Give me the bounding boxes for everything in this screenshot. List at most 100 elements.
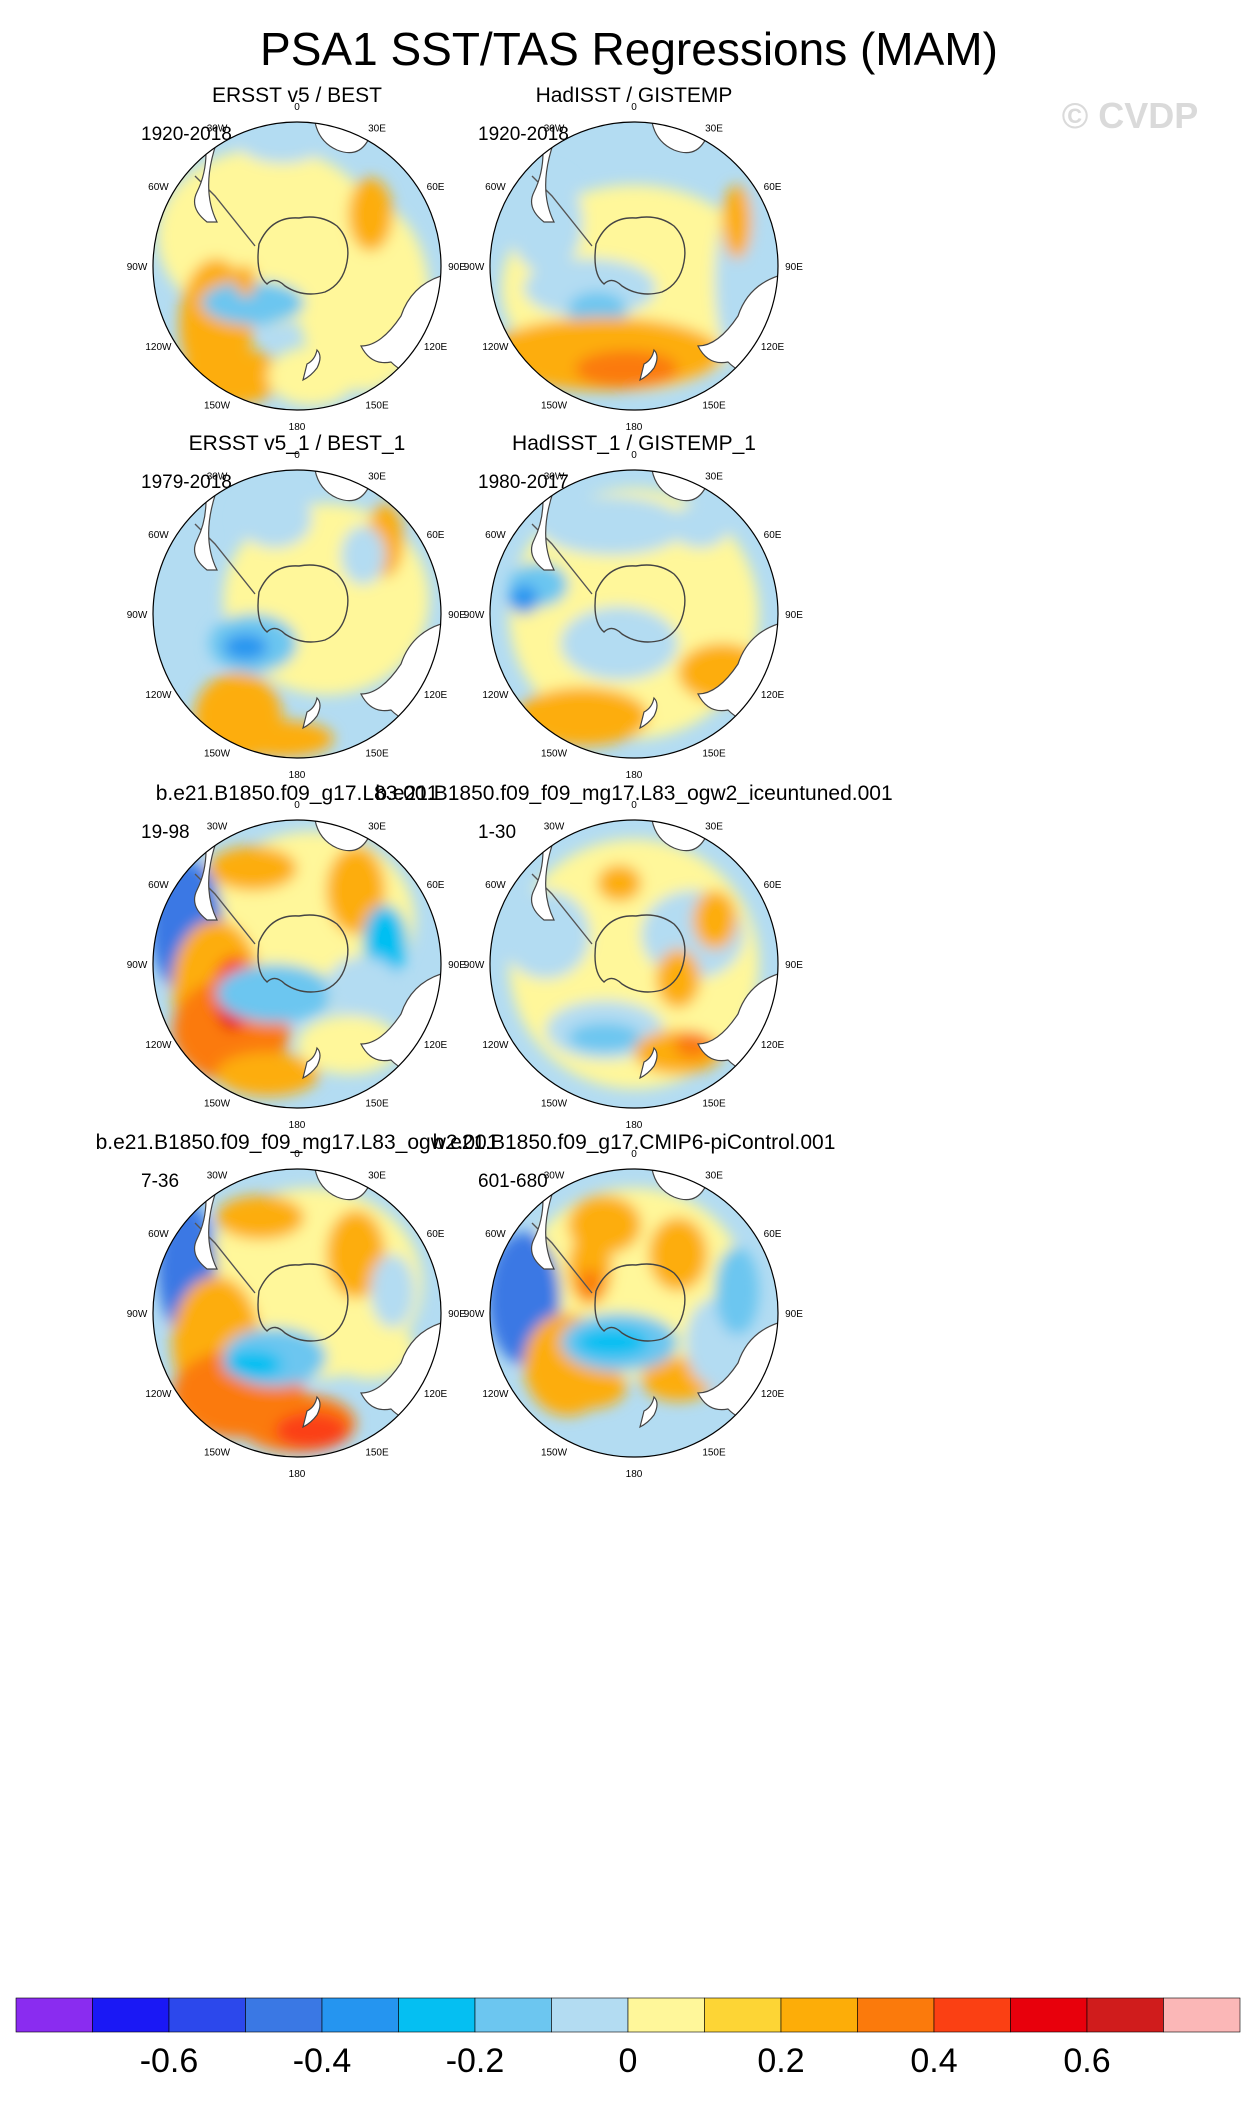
longitude-label: 90E — [448, 960, 466, 971]
longitude-label: 150E — [365, 1099, 389, 1110]
anomaly-contour — [560, 606, 679, 681]
map-panel: 0 30E 60E 90E 120E 150E 180 150W 120W 90W 60W 30W b.… — [375, 782, 892, 1131]
longitude-label: 180 — [289, 770, 306, 781]
longitude-label: 150W — [541, 1099, 568, 1110]
anomaly-contour — [714, 1246, 759, 1336]
anomaly-contour — [509, 584, 539, 615]
longitude-label: 120E — [761, 690, 785, 701]
panel-years: 1979-2018 — [141, 472, 232, 493]
anomaly-contour — [223, 1349, 283, 1380]
anomaly-contour — [216, 1052, 320, 1097]
colorbar-swatch — [780, 1997, 858, 2033]
panel-years: 601-680 — [478, 1171, 548, 1192]
map-field — [153, 820, 441, 1108]
colorbar-swatch — [1010, 1997, 1088, 2033]
antarctica-coastline — [594, 914, 686, 993]
longitude-label: 30E — [705, 123, 723, 134]
panel-title: HadISST / GISTEMP — [536, 84, 733, 107]
longitude-label: 0 — [631, 1149, 637, 1160]
colorbar-swatch — [398, 1997, 476, 2033]
longitude-label: 30W — [544, 821, 565, 832]
longitude-label: 150E — [365, 749, 389, 760]
longitude-label: 150W — [204, 749, 231, 760]
anomaly-contour — [648, 1217, 708, 1291]
longitude-label: 150W — [541, 401, 568, 412]
longitude-label: 150W — [541, 1448, 568, 1459]
anomaly-contour — [223, 633, 268, 661]
longitude-label: 60W — [148, 1229, 169, 1240]
anomaly-contour — [201, 280, 305, 325]
panel-title: ERSST v5 / BEST — [212, 84, 382, 107]
new-zealand-land — [302, 1046, 321, 1080]
longitude-label: 30E — [368, 123, 386, 134]
anomaly-contour — [578, 1268, 601, 1299]
anomaly-contour — [326, 1210, 386, 1299]
map-field — [153, 122, 441, 410]
colorbar-tick-label: -0.6 — [140, 2042, 199, 2080]
south-america-land — [531, 470, 563, 571]
panel-years: 7-36 — [141, 1171, 179, 1192]
south-america-land — [194, 122, 226, 223]
anomaly-contour — [341, 525, 386, 585]
longitude-label: 30W — [544, 1170, 565, 1181]
longitude-label: 90W — [464, 960, 485, 971]
longitude-label: 60W — [148, 530, 169, 541]
longitude-label: 180 — [289, 1120, 306, 1131]
new-zealand-land — [639, 696, 658, 730]
longitude-label: 30E — [368, 471, 386, 482]
antarctica-coastline — [257, 216, 349, 295]
longitude-label: 120W — [145, 1040, 172, 1051]
longitude-label: 90E — [785, 610, 803, 621]
antarctica-coastline — [594, 1263, 686, 1342]
anomaly-contour — [567, 1232, 612, 1306]
longitude-label: 60E — [427, 1229, 445, 1240]
longitude-label: 180 — [289, 422, 306, 433]
colorbar-swatch — [474, 1997, 552, 2033]
longitude-label: 0 — [294, 1149, 300, 1160]
anomaly-contour — [553, 1364, 627, 1409]
longitude-label: 0 — [294, 800, 300, 811]
longitude-label: 120E — [424, 1389, 448, 1400]
colorbar-swatch — [933, 1997, 1011, 2033]
cvdp-watermark: © CVDP — [1062, 95, 1199, 136]
longitude-label: 60W — [148, 182, 169, 193]
panel-title: b.e21.B1850.f09_f09_mg17.L83_ogw2_iceunt… — [375, 782, 892, 805]
longitude-label: 0 — [631, 102, 637, 113]
longitude-label: 30W — [544, 123, 565, 134]
map-field — [490, 1169, 778, 1457]
longitude-label: 90W — [464, 610, 485, 621]
map-field — [153, 470, 441, 758]
longitude-label: 120E — [761, 1040, 785, 1051]
anomaly-contour — [326, 846, 386, 935]
panel-title: ERSST v5_1 / BEST_1 — [189, 432, 406, 455]
map-field — [490, 470, 778, 758]
colorbar-tick-label: 0.2 — [757, 2042, 804, 2080]
longitude-label: 120E — [424, 1040, 448, 1051]
map-panel: 0 30E 60E 90E 120E 150E 180 150W 120W 90W 60W 30W b.… — [127, 782, 467, 1131]
longitude-label: 60E — [427, 182, 445, 193]
colorbar-tick-label: 0.4 — [910, 2042, 957, 2080]
longitude-label: 150E — [702, 401, 726, 412]
longitude-label: 120E — [761, 342, 785, 353]
antarctica-coastline — [257, 1263, 349, 1342]
longitude-label: 60E — [764, 880, 782, 891]
anomaly-contour — [538, 496, 686, 556]
longitude-label: 180 — [626, 1469, 643, 1480]
longitude-label: 90E — [785, 960, 803, 971]
colorbar-tick-label: -0.4 — [293, 2042, 352, 2080]
longitude-label: 30W — [207, 821, 228, 832]
map-boundary — [489, 1168, 779, 1458]
longitude-label: 150W — [204, 1099, 231, 1110]
map-field — [153, 1169, 441, 1457]
anomaly-contour — [692, 890, 737, 950]
longitude-label: 90W — [127, 960, 148, 971]
panel-years: 1-30 — [478, 822, 516, 843]
panels-grid: 0 30E 60E 90E 120E 150E 180 150W 120W 90W 60W 30W ER… — [96, 84, 893, 1480]
south-america-land — [531, 122, 563, 223]
longitude-label: 30E — [705, 1170, 723, 1181]
longitude-label: 90E — [448, 610, 466, 621]
longitude-label: 60E — [764, 1229, 782, 1240]
colorbar-swatch — [92, 1997, 170, 2033]
longitude-label: 120W — [145, 342, 172, 353]
map-field — [490, 122, 778, 410]
